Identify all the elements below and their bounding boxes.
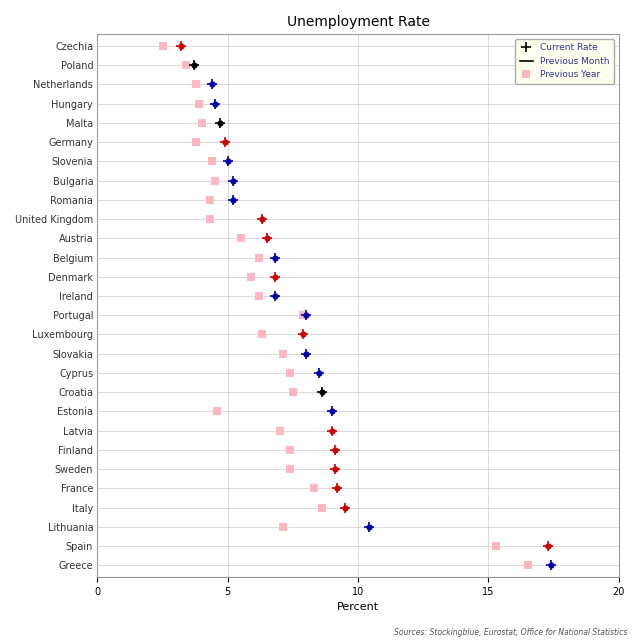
- X-axis label: Percent: Percent: [337, 602, 379, 612]
- Legend: Current Rate, Previous Month, Previous Year: Current Rate, Previous Month, Previous Y…: [515, 39, 614, 84]
- Title: Unemployment Rate: Unemployment Rate: [287, 15, 429, 29]
- Text: Sources: Stockingblue, Eurostat, Office for National Statistics: Sources: Stockingblue, Eurostat, Office …: [394, 628, 627, 637]
